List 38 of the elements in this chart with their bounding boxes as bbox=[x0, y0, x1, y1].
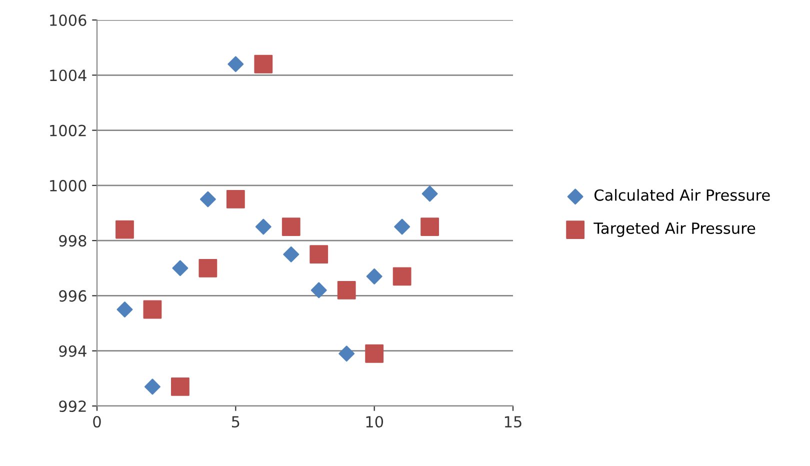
point bbox=[392, 267, 412, 286]
y-tick-label: 1000 bbox=[50, 180, 86, 192]
point bbox=[255, 218, 272, 235]
x-tick-label: 15 bbox=[504, 416, 522, 428]
point bbox=[310, 282, 327, 298]
x-tick-label: 0 bbox=[93, 416, 101, 428]
point bbox=[226, 190, 245, 208]
y-tick-label: 1006 bbox=[50, 14, 86, 26]
y-tick-label: 992 bbox=[59, 400, 86, 412]
point bbox=[116, 220, 134, 239]
point bbox=[366, 268, 382, 284]
point bbox=[310, 245, 328, 264]
point bbox=[337, 281, 356, 300]
point bbox=[200, 191, 216, 208]
point bbox=[228, 56, 244, 72]
point bbox=[144, 378, 160, 395]
point bbox=[282, 218, 300, 236]
point bbox=[394, 218, 410, 235]
point bbox=[143, 300, 162, 319]
x-tick-label: 5 bbox=[232, 416, 240, 428]
legend-label: Targeted Air Pressure bbox=[594, 222, 756, 237]
legend-label: Calculated Air Pressure bbox=[594, 189, 770, 201]
point bbox=[171, 378, 190, 396]
point bbox=[172, 260, 188, 276]
y-tick-label: 996 bbox=[59, 290, 86, 302]
point bbox=[422, 186, 438, 202]
point bbox=[116, 302, 133, 318]
x-tick-label: 10 bbox=[366, 416, 384, 428]
point bbox=[420, 218, 439, 236]
y-tick-label: 1002 bbox=[50, 124, 86, 136]
point bbox=[338, 346, 355, 362]
y-tick-label: 1004 bbox=[50, 70, 86, 82]
point bbox=[198, 258, 218, 278]
y-tick-label: 994 bbox=[59, 345, 86, 357]
point bbox=[365, 344, 384, 363]
point bbox=[283, 246, 300, 262]
y-tick-label: 998 bbox=[59, 235, 86, 247]
point bbox=[254, 54, 273, 74]
